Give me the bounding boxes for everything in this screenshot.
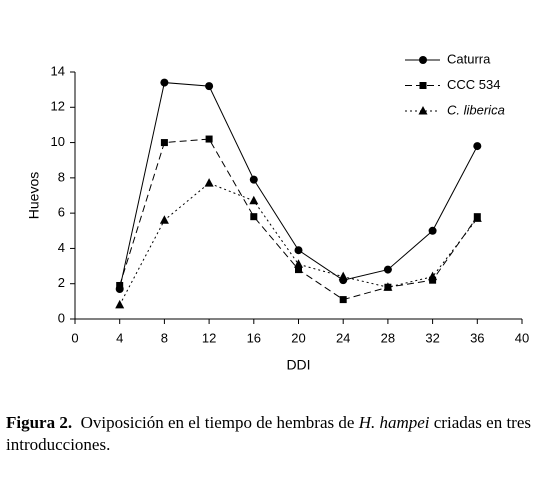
marker: [249, 195, 259, 205]
caption-text: Oviposición en el tiempo de hembras de: [80, 413, 355, 432]
x-tick-label: 24: [336, 330, 350, 345]
caption-species: H. hampei: [358, 413, 430, 432]
x-tick-label: 28: [381, 330, 395, 345]
x-tick-label: 32: [425, 330, 439, 345]
marker: [249, 175, 258, 184]
marker: [205, 82, 214, 91]
x-tick-label: 36: [470, 330, 484, 345]
marker: [338, 271, 348, 281]
x-tick-label: 12: [202, 330, 216, 345]
marker: [295, 266, 302, 274]
marker: [205, 135, 213, 143]
legend-label: Caturra: [447, 51, 491, 66]
marker: [204, 178, 214, 187]
marker: [383, 282, 393, 291]
marker: [383, 265, 392, 274]
x-tick-label: 40: [515, 330, 529, 345]
x-tick-label: 16: [247, 330, 261, 345]
x-tick-label: 20: [291, 330, 305, 345]
marker: [429, 276, 437, 284]
y-tick-label: 10: [51, 134, 65, 149]
marker: [339, 296, 347, 304]
marker: [419, 82, 427, 89]
x-tick-label: 8: [161, 330, 168, 345]
y-tick-label: 8: [58, 169, 65, 184]
y-tick-label: 0: [58, 310, 65, 325]
y-tick-label: 6: [58, 205, 65, 220]
caption-text: criadas en tres introducciones.: [6, 413, 531, 454]
marker: [159, 215, 169, 224]
x-tick-label: 0: [71, 330, 78, 345]
legend-label: CCC 534: [447, 77, 500, 92]
marker: [294, 259, 303, 268]
series-line: [119, 182, 478, 306]
marker: [428, 271, 438, 281]
marker: [115, 299, 125, 309]
marker: [473, 142, 482, 151]
marker: [160, 78, 169, 87]
marker: [419, 56, 427, 64]
y-tick-label: 2: [58, 275, 65, 290]
marker: [160, 139, 168, 147]
caption-label: Figura 2.: [6, 413, 73, 432]
x-axis-label: DDI: [286, 357, 310, 373]
y-tick-label: 4: [58, 240, 65, 255]
marker: [294, 246, 303, 255]
y-tick-label: 12: [51, 99, 65, 114]
marker: [428, 226, 437, 235]
marker: [250, 213, 258, 221]
y-axis-label: Huevos: [26, 172, 42, 219]
x-tick-label: 4: [116, 330, 123, 345]
legend-label: C. liberica: [447, 102, 505, 117]
y-tick-label: 14: [51, 63, 65, 78]
marker: [418, 106, 428, 115]
caption: Figura 2. Oviposición en el tiempo de he…: [6, 412, 546, 456]
marker: [116, 281, 124, 289]
series-line: [119, 138, 478, 301]
marker: [472, 213, 482, 222]
